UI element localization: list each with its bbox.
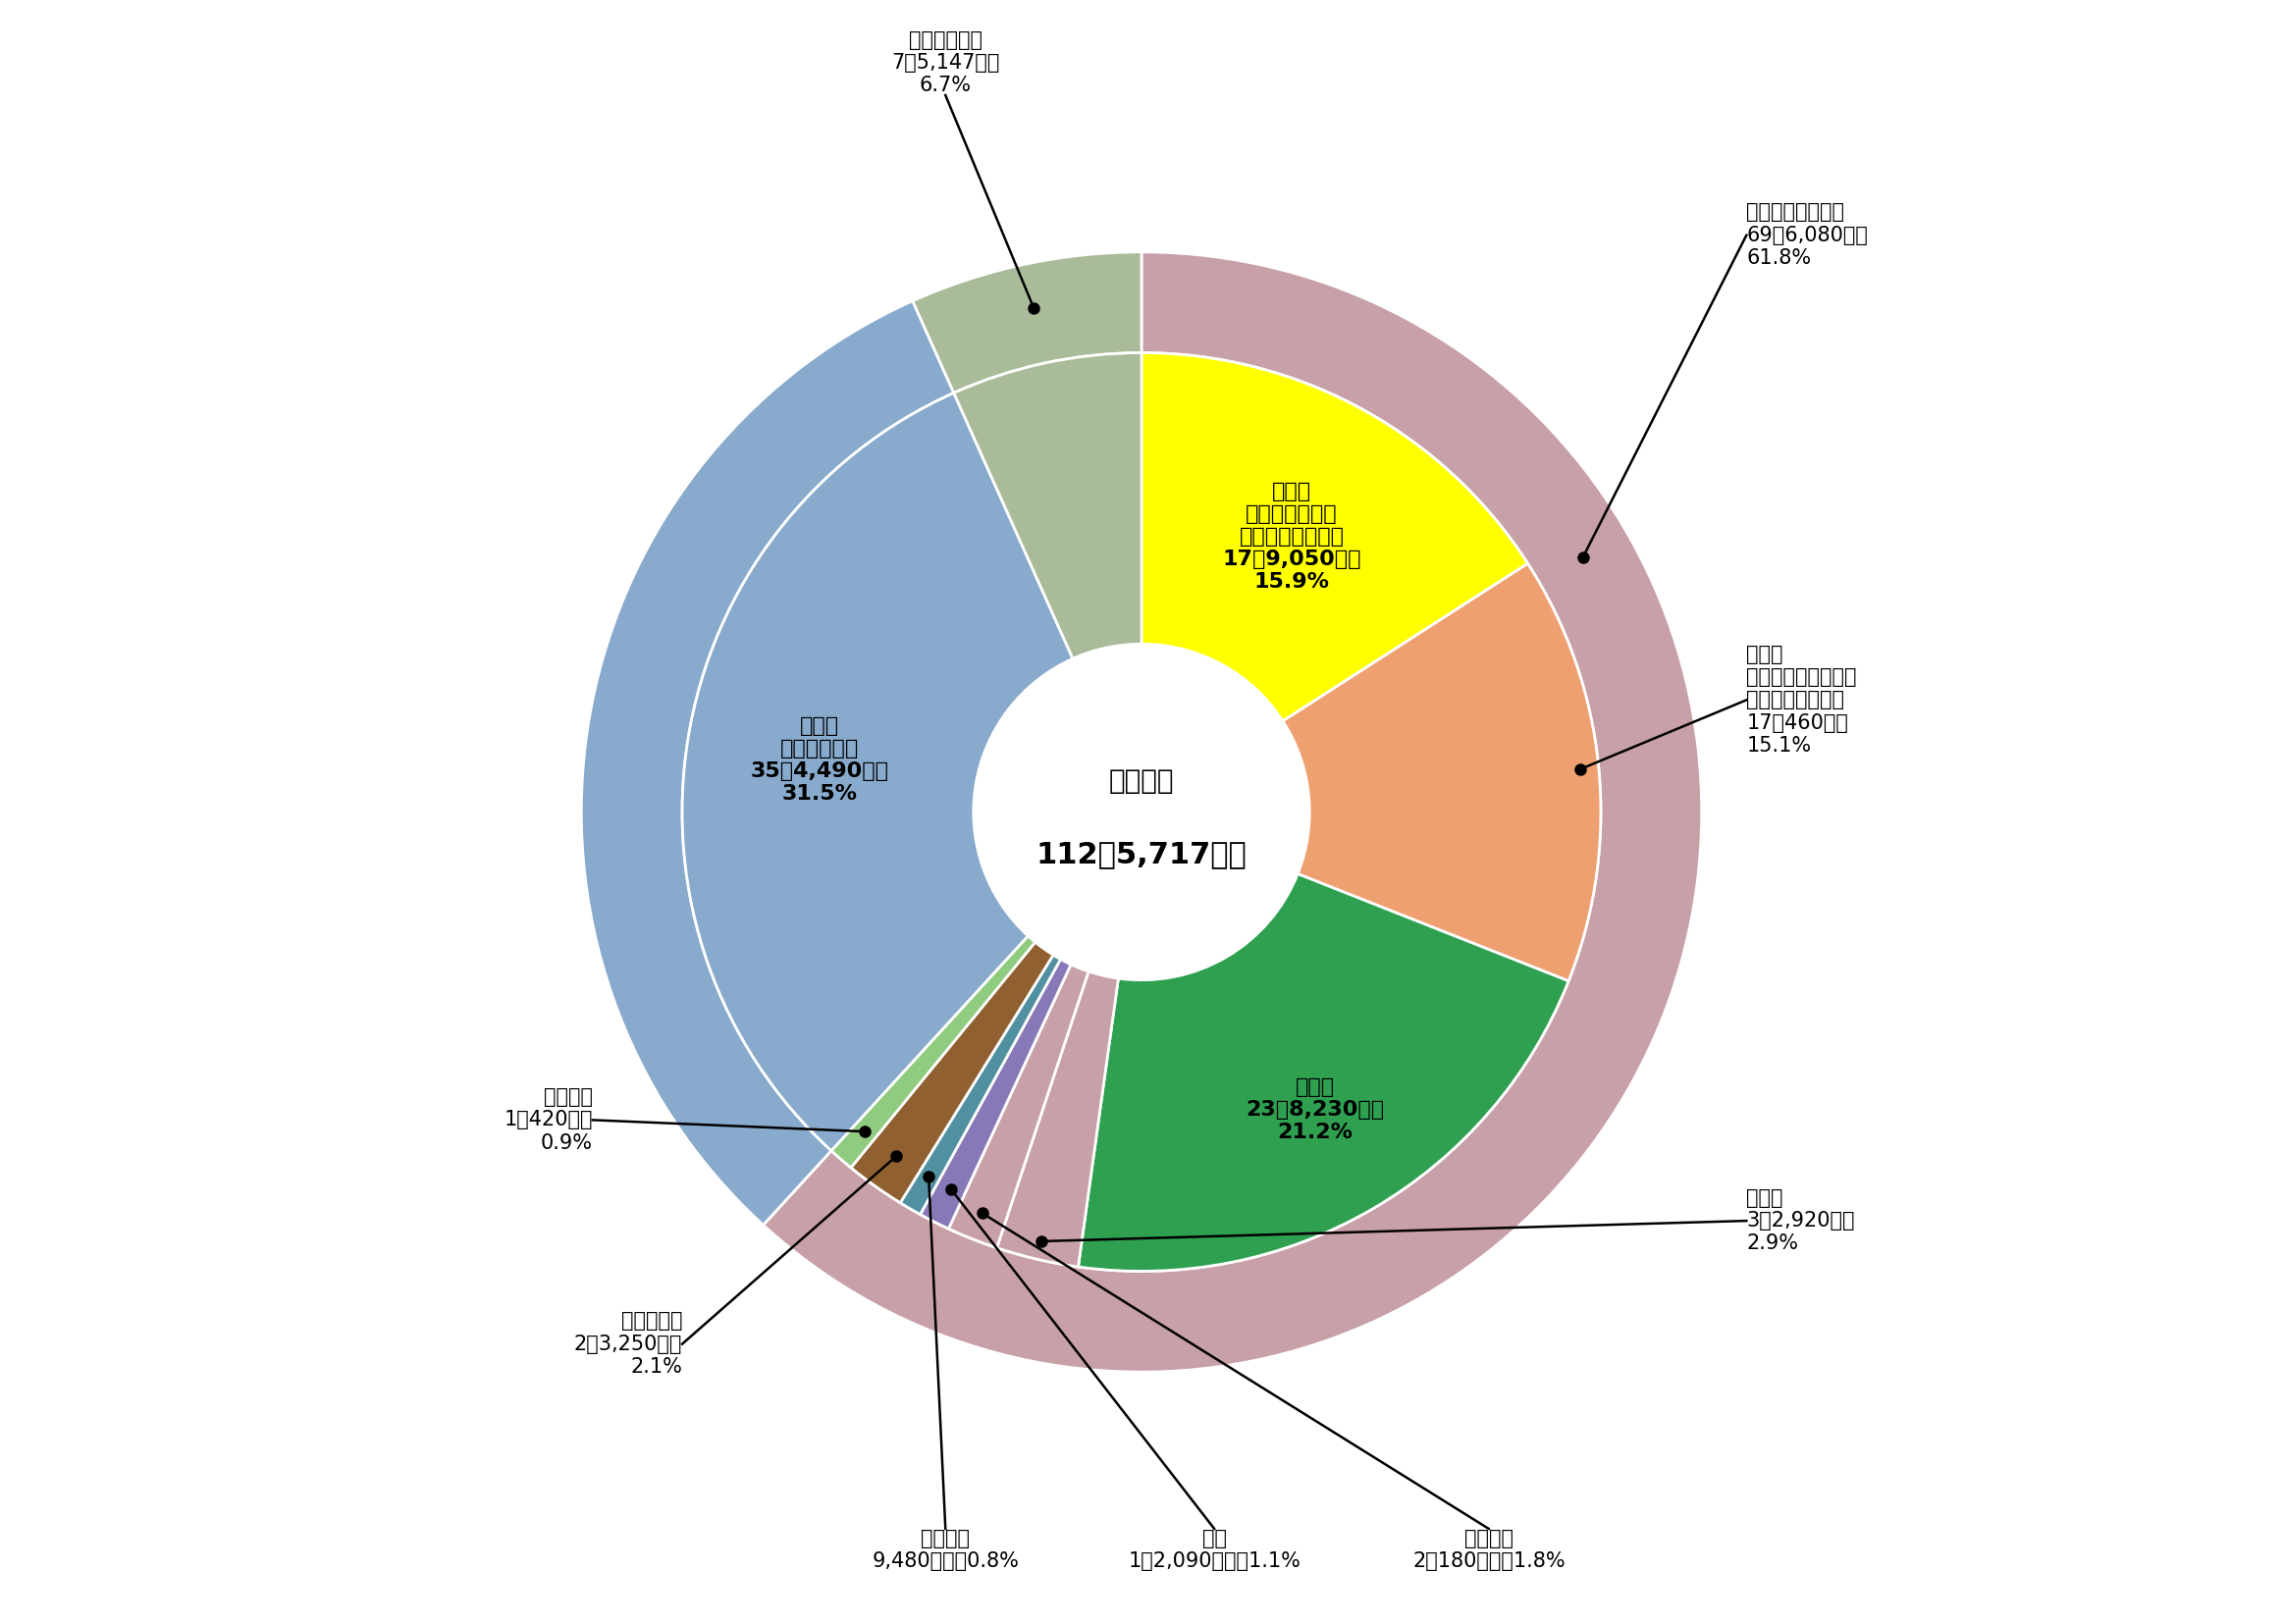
Text: その他の収入
7兆5,147億円
6.7%: その他の収入 7兆5,147億円 6.7% [890,29,1000,96]
Text: 所得税
（個人の所得に
対してかかる税）
17兆9,050億円
15.9%: 所得税 （個人の所得に 対してかかる税） 17兆9,050億円 15.9% [1221,481,1361,593]
Text: 公債金
（国の借金）
35兆4,490億円
31.5%: 公債金 （国の借金） 35兆4,490億円 31.5% [751,716,888,804]
Wedge shape [1142,352,1527,721]
Wedge shape [1283,564,1600,981]
Wedge shape [763,252,1701,1372]
Text: 消費税
23兆8,230億円
21.2%: 消費税 23兆8,230億円 21.2% [1247,1077,1383,1143]
Wedge shape [852,942,1052,1203]
Text: 租税及び印紙収入
69兆6,080億円
61.8%: 租税及び印紙収入 69兆6,080億円 61.8% [1746,203,1867,268]
Wedge shape [947,965,1089,1247]
Wedge shape [1078,874,1568,1272]
Text: たばこ税
9,480億円　0.8%: たばこ税 9,480億円 0.8% [872,1528,1018,1570]
Circle shape [973,645,1310,979]
Wedge shape [683,393,1073,1151]
Wedge shape [954,352,1142,659]
Wedge shape [582,300,954,1224]
Text: その他の税
2兆3,250億円
2.1%: その他の税 2兆3,250億円 2.1% [573,1312,683,1377]
Text: 法人税
（会社などの所得に
対してかかる税）
17兆460億円
15.1%: 法人税 （会社などの所得に 対してかかる税） 17兆460億円 15.1% [1746,645,1856,755]
Text: 揮発油税
2兆180億円　1.8%: 揮発油税 2兆180億円 1.8% [1413,1528,1566,1570]
Text: 印紙収入
1兆420億円
0.9%: 印紙収入 1兆420億円 0.9% [505,1088,594,1153]
Wedge shape [900,955,1062,1215]
Text: 酒税
1兆2,090億円　1.1%: 酒税 1兆2,090億円 1.1% [1128,1528,1301,1570]
Wedge shape [831,935,1034,1168]
Wedge shape [913,252,1142,393]
Wedge shape [920,960,1071,1229]
Text: 112兆5,717億円: 112兆5,717億円 [1036,840,1247,869]
Wedge shape [998,971,1119,1267]
Text: 歳入総額: 歳入総額 [1110,768,1173,794]
Text: 相続税
3兆2,920億円
2.9%: 相続税 3兆2,920億円 2.9% [1746,1189,1854,1254]
